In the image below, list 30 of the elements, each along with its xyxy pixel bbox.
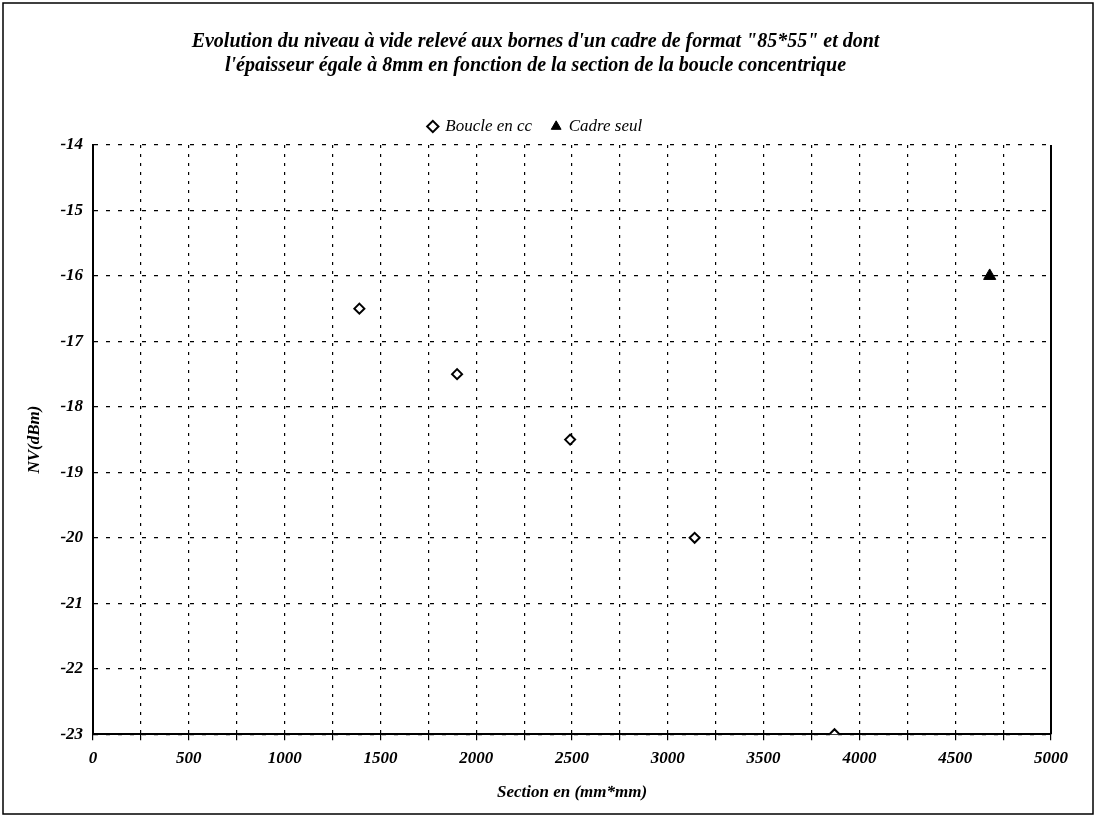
x-tick-label: 3000 bbox=[649, 747, 686, 767]
x-tick-label: 1500 bbox=[363, 747, 398, 767]
legend-label: Boucle en cc bbox=[445, 115, 533, 135]
y-tick-label: -15 bbox=[60, 199, 84, 219]
y-tick-label: -23 bbox=[60, 723, 84, 743]
x-tick-label: 3500 bbox=[745, 747, 782, 767]
x-tick-label: 5000 bbox=[1034, 747, 1069, 767]
point bbox=[688, 531, 701, 544]
x-tick-label: 0 bbox=[88, 747, 98, 767]
chart-title: Evolution du niveau à vide relevé aux bornes d'un cadre de format "85*55" et dont l'épaisseur égale à 8mm en fonction de la section de la boucle concentrique bbox=[190, 29, 881, 77]
y-tick-label: -20 bbox=[60, 527, 84, 547]
legend-label: Cadre seul bbox=[568, 115, 643, 135]
x-axis-title: Section en (mm*mm) bbox=[496, 782, 648, 802]
x-tick-label: 4500 bbox=[937, 747, 973, 767]
y-tick-label: -21 bbox=[60, 592, 84, 612]
x-tick-label: 2000 bbox=[458, 747, 494, 767]
y-tick-label: -16 bbox=[60, 265, 84, 285]
y-axis-title: NV(dBm) bbox=[23, 405, 43, 475]
x-tick-label: 500 bbox=[176, 747, 203, 767]
y-tick-label: -17 bbox=[60, 330, 85, 350]
x-tick-label: 1000 bbox=[267, 747, 303, 767]
x-tick-label: 4000 bbox=[841, 747, 877, 767]
y-tick-label: -19 bbox=[60, 461, 84, 481]
point bbox=[451, 368, 464, 381]
y-tick-label: -22 bbox=[60, 658, 84, 678]
point bbox=[353, 302, 366, 315]
y-tick-label: -18 bbox=[60, 396, 84, 416]
y-tick-label: -14 bbox=[60, 134, 84, 154]
point bbox=[564, 433, 577, 446]
x-tick-label: 2500 bbox=[554, 747, 590, 767]
